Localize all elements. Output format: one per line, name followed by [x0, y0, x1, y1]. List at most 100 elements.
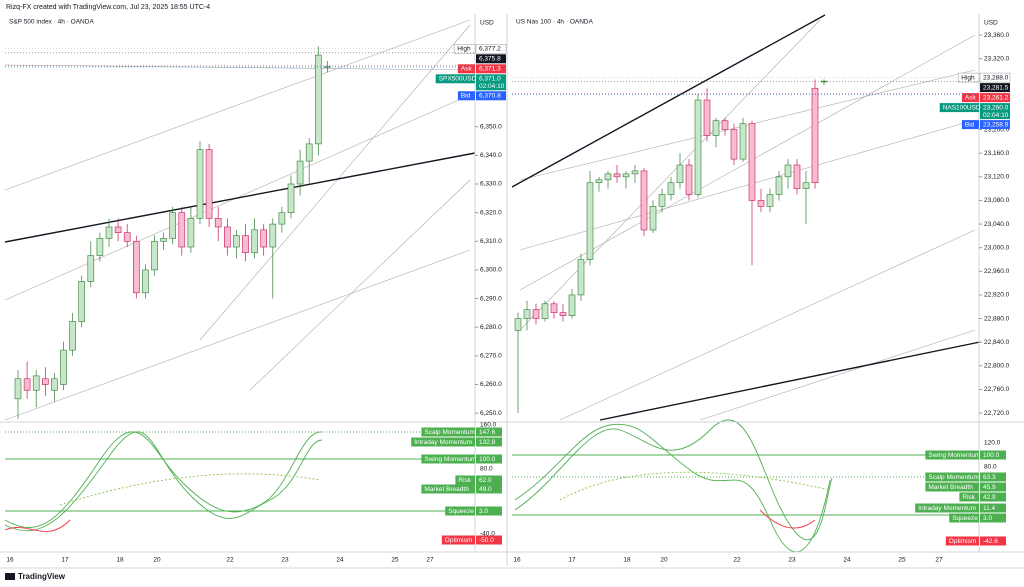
- candle-body: [260, 229, 268, 248]
- indicator-legend-name: [421, 484, 475, 494]
- price-tag: [476, 54, 506, 64]
- candle-body: [685, 164, 693, 195]
- y-tick-label: 6,270.0: [480, 353, 502, 360]
- date-label: 18: [623, 557, 631, 564]
- y-tick-label: 23,360.0: [984, 32, 1010, 39]
- currency: USD: [480, 20, 494, 27]
- currency: USD: [984, 20, 998, 27]
- y-tick-label: 6,290.0: [480, 295, 502, 302]
- date-label: 27: [935, 557, 943, 564]
- indicator-legend-value-text: 100.0: [983, 452, 1000, 459]
- indicator-legend-value: [980, 503, 1006, 513]
- price-tag-name-text: Ask: [461, 66, 473, 73]
- candle-body: [23, 378, 31, 391]
- candle-body: [703, 99, 711, 136]
- price-tag-value: 6,370.8: [479, 93, 501, 100]
- candle-body: [631, 170, 639, 175]
- indicator-lines: [4, 419, 975, 553]
- candle-body: [658, 194, 666, 207]
- candle-body: [87, 255, 95, 282]
- candle-body: [649, 206, 657, 231]
- date-label: 25: [898, 557, 906, 564]
- indicator-legend-name: [411, 437, 475, 447]
- date-label: 17: [568, 557, 576, 564]
- panel-title: US Nas 100 · 4h · OANDA: [516, 19, 594, 26]
- y-tick-label: 6,310.0: [480, 238, 502, 245]
- price-tag-name-text: Ask: [965, 95, 977, 102]
- candle-body: [60, 349, 67, 385]
- price-tag-value: 23,258.9: [983, 122, 1009, 129]
- y-tick-label: 6,250.0: [480, 410, 502, 417]
- trend-line: [599, 341, 981, 421]
- date-label: 24: [336, 557, 344, 564]
- candle-body: [811, 87, 819, 184]
- date-label: 22: [226, 557, 234, 564]
- candle-body: [314, 54, 322, 145]
- indicator-legend-text: Squeeze: [952, 515, 978, 522]
- panel-title: S&P 500 index · 4h · OANDA: [9, 19, 94, 26]
- price-tag-value: 6,371.3: [479, 66, 501, 73]
- y-tick-label: 6,340.0: [480, 152, 502, 159]
- price-tag-value: 23,288.0: [983, 75, 1009, 82]
- price-tag-name: [961, 120, 979, 130]
- indicator-legend-value: [476, 437, 502, 447]
- candle-body: [694, 99, 702, 195]
- indicator-legend-value: [980, 450, 1006, 460]
- indicator-legend-text: Swing Momentum: [424, 456, 476, 463]
- date-label: 22: [733, 557, 741, 564]
- candle-body: [604, 173, 612, 181]
- date-label: 27: [426, 557, 434, 564]
- indicator-legend-value-text: 62.0: [479, 477, 492, 484]
- indicator-legend-name: [441, 535, 475, 545]
- candle-body: [568, 294, 576, 316]
- price-tag-name: [457, 91, 475, 101]
- date-label: 18: [116, 557, 124, 564]
- price-tag-name: [457, 64, 475, 74]
- candle-body: [224, 226, 231, 248]
- indicator-legend-name: [445, 506, 475, 516]
- candle-body: [541, 303, 549, 319]
- date-label: 17: [61, 557, 69, 564]
- indicator-legend-text: Market Breadth: [928, 484, 973, 491]
- candle-body: [178, 212, 186, 248]
- price-tag-value: 6,375.8: [479, 56, 501, 63]
- date-label: 23: [788, 557, 796, 564]
- price-tag-value: 6,371.0: [479, 76, 501, 83]
- indicator-legend-text: Optimism: [445, 537, 472, 544]
- date-label: 16: [6, 557, 14, 564]
- candle-body: [622, 173, 630, 178]
- price-tag-countdown: 02:04:10: [983, 112, 1009, 119]
- y-tick-label: 22,920.0: [984, 292, 1010, 299]
- candle-body: [196, 149, 204, 219]
- trend-lines: [4, 19, 976, 421]
- candle-body: [640, 170, 648, 231]
- indicator-legend-text: Intraday Momentum: [414, 439, 472, 446]
- indicator-legend-name: [959, 492, 979, 502]
- indicator-legend-text: Optimism: [949, 538, 976, 545]
- y-tick-label: 23,320.0: [984, 55, 1010, 62]
- indicator-legend-value: [980, 536, 1006, 546]
- price-tag: [475, 44, 507, 54]
- y-tick-label: 6,350.0: [480, 123, 502, 130]
- candle-body: [757, 200, 765, 207]
- candle-body: [676, 164, 684, 184]
- date-label: 25: [391, 557, 399, 564]
- indicator-legend-value-text: 3.0: [983, 515, 992, 522]
- price-tag-name-text: Bid: [965, 122, 975, 129]
- indicator-legend-name: [455, 475, 475, 485]
- y-tick-label: 23,200.0: [984, 126, 1010, 133]
- price-tag: [980, 83, 1010, 93]
- price-tag-name: [435, 74, 475, 84]
- indicator-legend-value: [476, 427, 502, 437]
- price-tag-name: [957, 72, 980, 83]
- y-tick-label: 22,880.0: [984, 315, 1010, 322]
- y-tick-label: 22,800.0: [984, 363, 1010, 370]
- candle-body: [532, 309, 540, 319]
- y-tick-label: 22,760.0: [984, 386, 1010, 393]
- candle-body: [712, 120, 720, 136]
- candle-body: [667, 182, 675, 195]
- price-tag-countdown: 02:04:10: [479, 83, 505, 90]
- y-tick-label: 6,260.0: [480, 381, 502, 388]
- candle-body: [595, 179, 603, 184]
- indicator-legend-text: Squeeze: [448, 508, 474, 515]
